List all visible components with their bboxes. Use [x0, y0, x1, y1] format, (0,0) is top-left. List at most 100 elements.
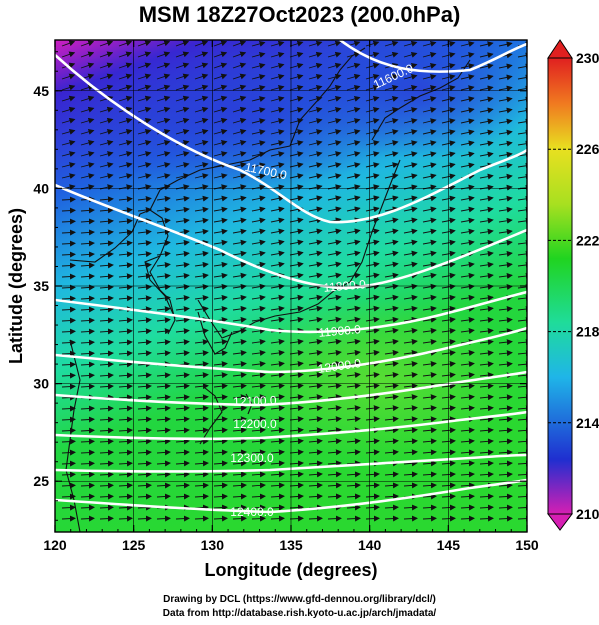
wind-vector	[517, 317, 527, 324]
wind-vector	[118, 394, 133, 401]
wind-vector	[308, 372, 323, 378]
wind-vector	[479, 261, 494, 268]
wind-vector	[118, 383, 133, 390]
wind-vector	[194, 62, 209, 69]
wind-vector	[251, 504, 266, 511]
wind-vector	[289, 493, 304, 500]
wind-vector	[232, 449, 247, 456]
wind-vector	[194, 383, 209, 390]
wind-vector	[194, 217, 209, 224]
wind-vector	[194, 482, 209, 489]
wind-vector	[61, 306, 76, 313]
wind-vector	[232, 350, 247, 356]
wind-vector	[384, 261, 399, 268]
wind-vector	[232, 493, 247, 500]
wind-vector	[80, 350, 95, 357]
wind-vector	[422, 327, 437, 334]
wind-vector	[460, 96, 475, 103]
wind-vector	[422, 471, 437, 478]
wind-vector	[460, 482, 475, 489]
wind-vector	[289, 217, 304, 224]
wind-vector	[175, 317, 190, 324]
wind-vector	[365, 206, 380, 213]
wind-vector	[61, 515, 76, 522]
wind-vector	[498, 339, 513, 346]
wind-vector	[346, 62, 361, 69]
wind-vector	[479, 96, 494, 103]
wind-vector	[327, 261, 342, 268]
wind-vector	[194, 427, 209, 434]
wind-vector	[175, 471, 190, 478]
wind-vector	[99, 84, 114, 91]
wind-vector	[346, 405, 361, 412]
wind-vector	[327, 515, 342, 522]
wind-vector	[479, 471, 494, 478]
wind-vector	[194, 228, 209, 235]
wind-vector	[137, 162, 152, 168]
wind-vector	[80, 504, 95, 511]
wind-vector	[346, 228, 361, 235]
wind-vector	[479, 85, 494, 92]
wind-vector	[308, 349, 323, 356]
wind-vector	[479, 361, 494, 368]
wind-vector	[251, 372, 266, 379]
wind-vector	[137, 106, 152, 113]
height-contour	[55, 453, 527, 473]
wind-vector	[460, 427, 475, 434]
wind-vector	[251, 471, 266, 478]
wind-vector	[289, 416, 304, 423]
wind-vector	[327, 482, 342, 489]
wind-vector	[175, 493, 190, 500]
wind-vector	[232, 140, 247, 146]
wind-vector	[346, 107, 361, 113]
wind-vector	[270, 162, 285, 169]
wind-vector	[175, 195, 190, 202]
wind-vector	[289, 405, 304, 412]
wind-vector	[365, 95, 380, 102]
wind-vector	[289, 504, 304, 511]
wind-vector	[365, 140, 380, 146]
wind-vector	[61, 317, 76, 324]
wind-vector	[194, 339, 209, 346]
wind-vector	[422, 40, 437, 47]
wind-vector	[61, 295, 76, 302]
wind-vector	[156, 95, 171, 102]
wind-vector	[327, 438, 342, 445]
wind-vector	[175, 106, 190, 113]
wind-vector	[289, 107, 304, 113]
wind-vector	[156, 173, 171, 180]
wind-vector	[346, 118, 361, 124]
wind-vector	[194, 95, 209, 102]
wind-vector	[308, 151, 323, 158]
wind-vector	[308, 360, 323, 367]
x-tick-label: 140	[358, 537, 382, 553]
wind-vector	[194, 84, 209, 91]
wind-vector	[384, 416, 399, 423]
wind-vector	[365, 338, 380, 345]
wind-vector	[213, 51, 228, 58]
wind-vector	[175, 117, 190, 124]
wind-vector	[308, 250, 323, 257]
wind-vector	[498, 239, 513, 246]
wind-vector	[346, 95, 361, 102]
wind-vector	[156, 273, 171, 280]
wind-vector	[270, 383, 285, 390]
contour-label: 12400.0	[230, 505, 274, 519]
wind-vector	[517, 427, 527, 434]
wind-vector	[517, 493, 527, 500]
wind-vector	[327, 40, 342, 47]
wind-vector	[308, 173, 323, 180]
wind-vector	[422, 195, 437, 202]
wind-vector	[270, 118, 285, 124]
wind-vector	[289, 162, 304, 169]
wind-vector	[479, 372, 494, 379]
wind-vector	[308, 162, 323, 169]
wind-vector	[403, 305, 418, 312]
wind-vector	[80, 471, 95, 478]
wind-vector	[194, 162, 209, 168]
wind-vector	[232, 261, 247, 268]
wind-vector	[232, 427, 247, 434]
wind-vector	[422, 482, 437, 489]
wind-vector	[479, 107, 494, 114]
wind-vector	[137, 339, 152, 346]
